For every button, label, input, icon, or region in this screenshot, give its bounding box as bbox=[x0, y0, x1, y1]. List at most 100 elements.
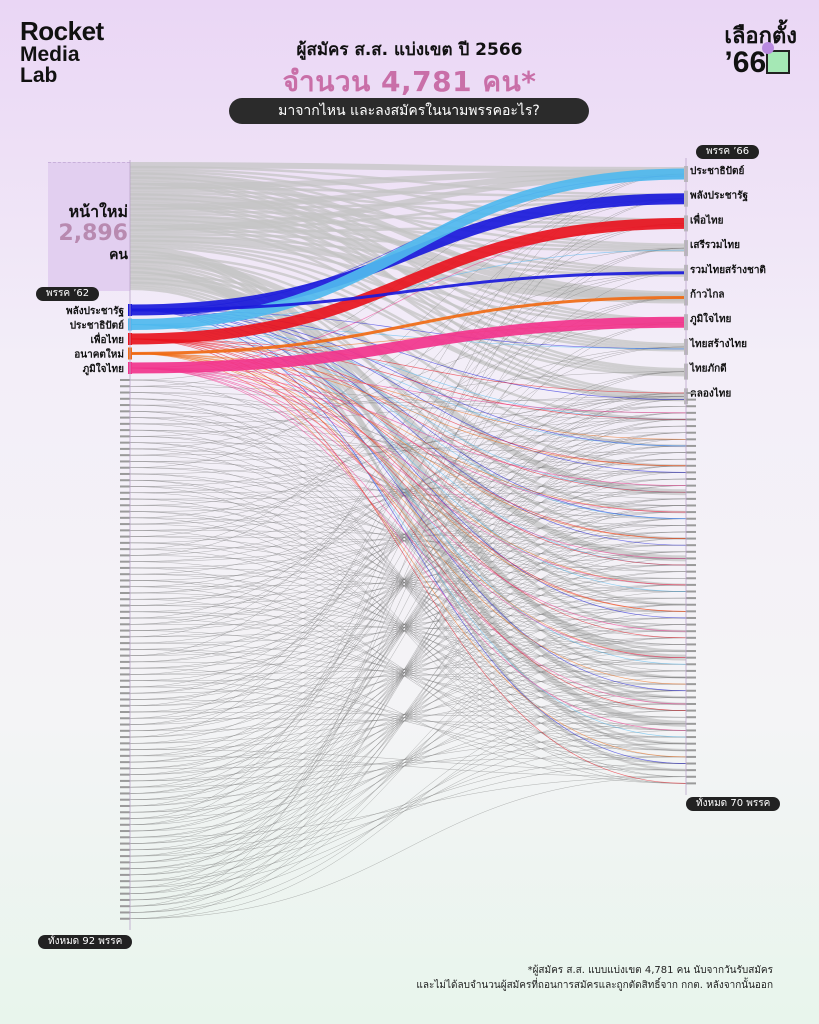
right-minor-bar bbox=[686, 782, 696, 785]
right-minor-bar bbox=[686, 583, 696, 586]
party-switch-flow bbox=[129, 367, 687, 731]
right-minor-bar bbox=[686, 616, 696, 619]
party-switch-flow bbox=[129, 367, 687, 559]
right-minor-bar bbox=[686, 702, 696, 705]
minor-party-flow bbox=[129, 442, 687, 453]
party-switch-flow bbox=[129, 324, 687, 738]
minor-party-flow bbox=[129, 223, 687, 719]
minor-party-flow bbox=[129, 697, 687, 919]
highlight-flow bbox=[129, 271, 687, 312]
right-minor-bar bbox=[686, 511, 696, 514]
minor-party-flow bbox=[129, 247, 687, 888]
left-minor-bar bbox=[120, 472, 130, 475]
new-candidates-panel bbox=[48, 162, 130, 291]
left-minor-bar bbox=[120, 529, 130, 532]
left-minor-bar bbox=[120, 617, 130, 620]
left-total-tag: ทั้งหมด 92 พรรค bbox=[38, 935, 133, 949]
minor-party-flow bbox=[129, 432, 687, 813]
right-node-label: ไทยสร้างไทย bbox=[689, 337, 747, 350]
right-node-label: พลังประชารัฐ bbox=[690, 190, 748, 202]
minor-party-flow bbox=[129, 371, 687, 418]
right-minor-bar bbox=[686, 491, 696, 494]
minor-party-flow bbox=[129, 718, 687, 725]
right-minor-bar bbox=[686, 722, 696, 725]
left-minor-bar bbox=[120, 573, 130, 576]
left-minor-bar bbox=[120, 635, 130, 638]
minor-party-flow bbox=[129, 511, 687, 569]
left-minor-bar bbox=[120, 786, 130, 789]
right-minor-bar bbox=[686, 438, 696, 441]
right-node-label: เพื่อไทย bbox=[690, 212, 724, 226]
minor-party-flow bbox=[129, 690, 687, 750]
new-candidate-flow bbox=[129, 233, 687, 252]
minor-party-flow bbox=[129, 396, 687, 425]
party-switch-flow bbox=[129, 338, 687, 420]
left-minor-bar bbox=[120, 391, 130, 394]
left-minor-bar bbox=[120, 898, 130, 901]
left-minor-bar bbox=[120, 610, 130, 613]
highlight-flow bbox=[129, 316, 687, 374]
left-minor-bar bbox=[120, 422, 130, 425]
highlight-flow bbox=[129, 168, 687, 330]
party-switch-flow bbox=[129, 353, 687, 440]
right-minor-bar bbox=[686, 577, 696, 580]
minor-party-flow bbox=[129, 411, 687, 486]
left-minor-bar bbox=[120, 717, 130, 720]
new-candidate-flow bbox=[129, 188, 687, 224]
right-minor-bar bbox=[686, 444, 696, 447]
party-switch-flow bbox=[129, 309, 687, 546]
right-minor-bar bbox=[686, 762, 696, 765]
left-minor-bar bbox=[120, 842, 130, 845]
minor-party-flow bbox=[129, 498, 687, 832]
left-minor-bar bbox=[120, 604, 130, 607]
new-candidates-label: หน้าใหม่ 2,896 คน bbox=[48, 202, 128, 263]
new-candidate-flow bbox=[129, 162, 687, 173]
right-minor-bar bbox=[686, 749, 696, 752]
left-minor-bar bbox=[120, 485, 130, 488]
left-minor-bar bbox=[120, 629, 130, 632]
minor-party-flow bbox=[129, 536, 687, 546]
minor-party-flow bbox=[129, 492, 687, 663]
party-switch-flow bbox=[129, 324, 687, 592]
minor-party-flow bbox=[129, 584, 687, 838]
party-switch-flow bbox=[129, 367, 687, 486]
left-minor-bar bbox=[120, 410, 130, 413]
logo-line-1: Rocket bbox=[20, 16, 104, 46]
minor-party-flow bbox=[129, 611, 687, 913]
minor-party-flow bbox=[129, 173, 687, 819]
party-switch-flow bbox=[129, 324, 687, 350]
right-minor-bar bbox=[686, 497, 696, 500]
left-minor-bar bbox=[120, 379, 130, 381]
left-minor-bar bbox=[120, 510, 130, 513]
minor-party-flow bbox=[129, 452, 687, 800]
minor-party-flow bbox=[129, 223, 687, 638]
right-minor-bar bbox=[686, 405, 696, 408]
minor-party-flow bbox=[129, 419, 687, 913]
minor-party-flow bbox=[129, 346, 687, 688]
minor-party-flow bbox=[129, 272, 687, 456]
minor-party-flow bbox=[129, 670, 687, 844]
left-minor-bar bbox=[120, 792, 130, 795]
left-minor-bar bbox=[120, 566, 130, 569]
left-minor-bar bbox=[120, 704, 130, 707]
right-minor-bar bbox=[686, 669, 696, 672]
minor-party-flow bbox=[129, 399, 687, 763]
badge-line-1: เลือกตั้ง bbox=[724, 23, 797, 48]
right-minor-bar bbox=[686, 769, 696, 772]
footnote-line-1: *ผู้สมัคร ส.ส. แบบแบ่งเขต 4,781 คน นับจา… bbox=[527, 965, 773, 976]
party-switch-flow bbox=[129, 338, 687, 467]
right-minor-bar bbox=[686, 524, 696, 527]
party-switch-flow bbox=[129, 367, 687, 513]
highlight-flow bbox=[129, 296, 687, 355]
election-66-badge: เลือกตั้ง ’66 bbox=[724, 24, 797, 79]
left-minor-bar bbox=[120, 848, 130, 851]
new-candidate-flow bbox=[129, 254, 687, 401]
new-candidate-flow bbox=[129, 277, 687, 562]
left-node-label: ประชาธิปัตย์ bbox=[70, 320, 124, 332]
right-minor-bar bbox=[686, 689, 696, 692]
minor-party-flow bbox=[129, 439, 687, 901]
right-minor-bar bbox=[686, 504, 696, 507]
minor-party-flow bbox=[129, 198, 687, 907]
party-switch-flow bbox=[129, 367, 687, 705]
party-switch-flow bbox=[129, 367, 687, 659]
